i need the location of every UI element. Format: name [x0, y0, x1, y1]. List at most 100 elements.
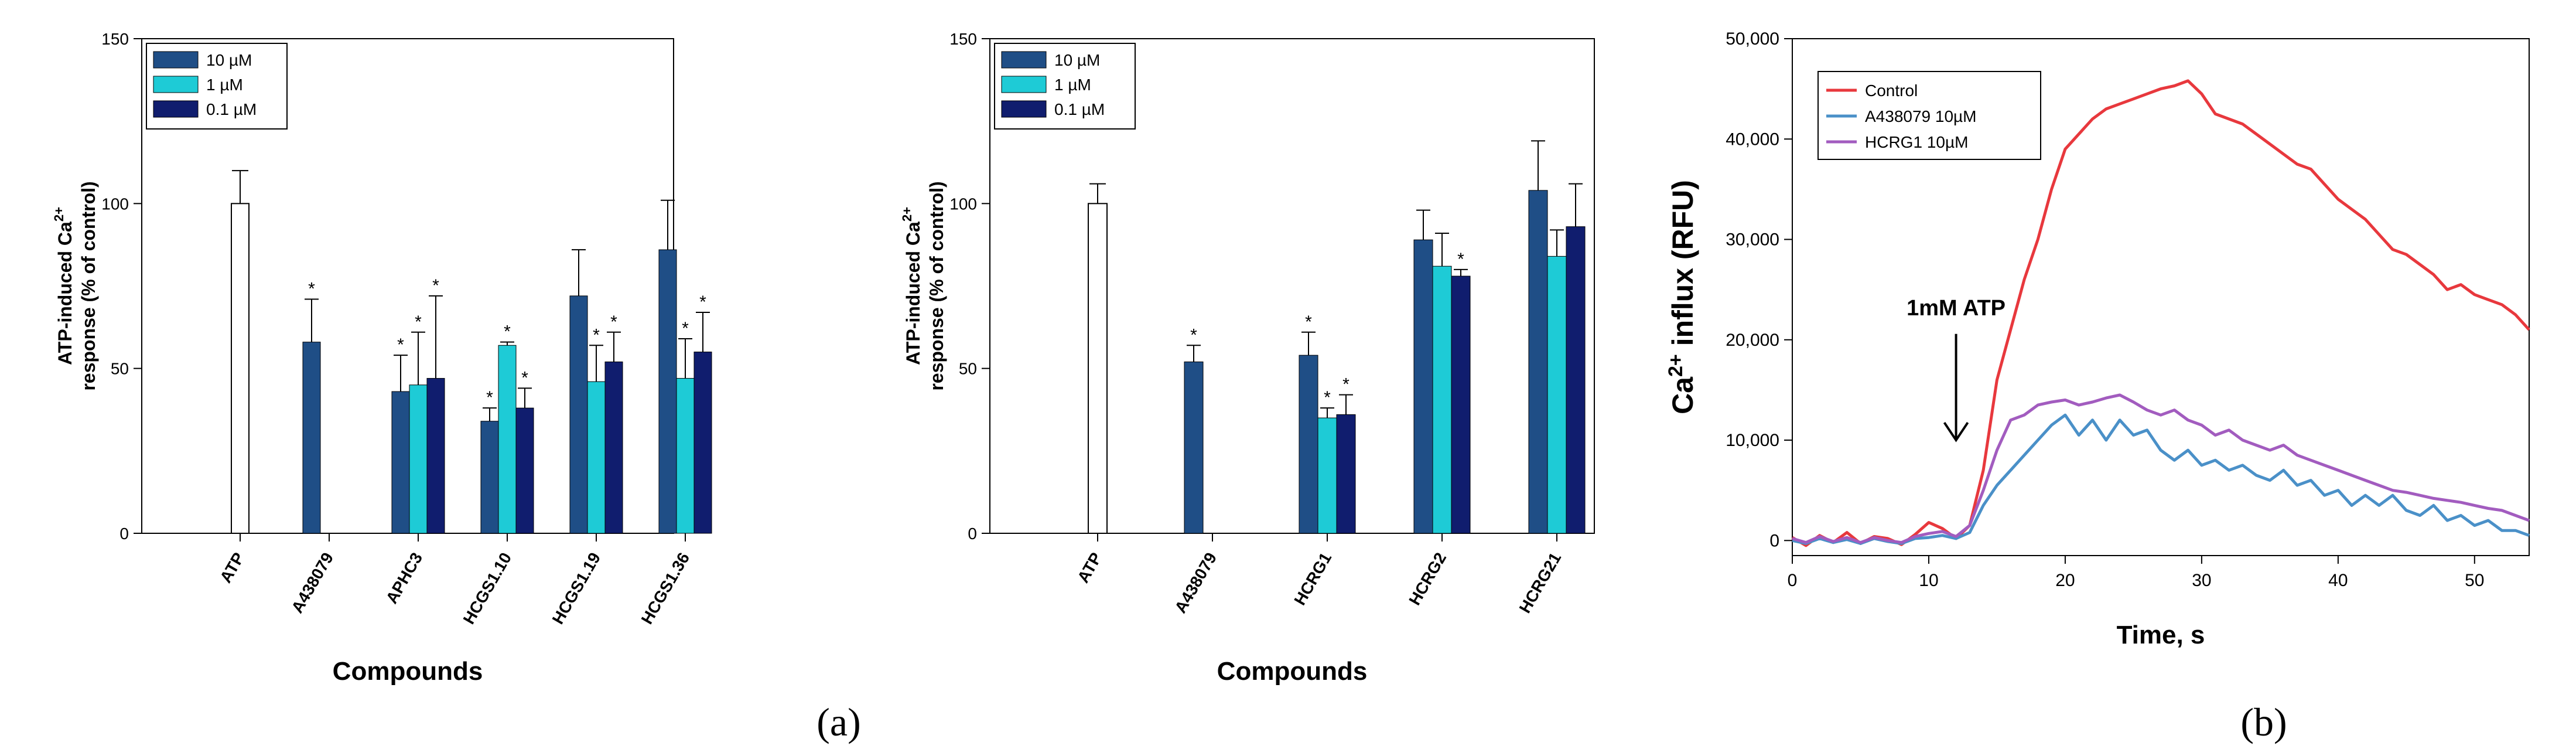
plot-frame [989, 38, 1595, 534]
bar [1528, 190, 1548, 534]
significance-star: * [1190, 325, 1197, 345]
bar [1451, 275, 1471, 534]
bar [515, 407, 534, 534]
legend-label: 0.1 µM [206, 100, 257, 118]
x-tick-label: 40 [2328, 571, 2348, 590]
y-axis-label-line1: ATP-induced Ca [903, 222, 924, 365]
bar [426, 378, 445, 534]
legend-swatch [153, 51, 199, 69]
series-line [1791, 79, 2530, 547]
legend-swatch [153, 100, 199, 118]
panel-label-a: (a) [816, 700, 860, 744]
bar [480, 421, 499, 534]
bar [604, 361, 623, 534]
x-tick-label: A438079 [288, 550, 337, 617]
legend-label: A438079 10µM [1865, 107, 1977, 125]
significance-star: * [504, 322, 511, 342]
y-axis-label: Ca2+ influx (RFU) [1665, 180, 1699, 414]
bar [1184, 361, 1204, 534]
bar [658, 249, 677, 534]
y-tick-label: 100 [949, 195, 977, 213]
y-axis-label-main: Ca [1666, 376, 1699, 414]
y-tick-label: 50 [111, 360, 129, 378]
legend-swatch [1001, 51, 1047, 69]
bar-chart-a-left: 0 50 100 150 ATP-induced Ca2+ response (% of … [52, 30, 712, 686]
legend-label: 10 µM [206, 51, 252, 69]
legend-label: 1 µM [1054, 76, 1091, 94]
significance-star: * [610, 312, 617, 332]
significance-star: * [1305, 312, 1312, 332]
bar [1299, 355, 1318, 534]
legend-swatch [1001, 76, 1047, 93]
legend-label: 1 µM [206, 76, 243, 94]
y-axis-label-line2: response (% of control) [926, 181, 947, 390]
y-tick-label: 20,000 [1726, 331, 1779, 350]
legend-label: 0.1 µM [1054, 100, 1105, 118]
legend-label: Control [1865, 81, 1918, 100]
bar [587, 381, 606, 534]
x-tick-label: HCGS1.36 [638, 550, 693, 628]
y-axis-label-rest: influx (RFU) [1666, 180, 1699, 354]
y-tick-label: 150 [101, 30, 129, 48]
significance-star: * [486, 388, 493, 407]
y-tick-label: 10,000 [1726, 431, 1779, 450]
significance-star: * [1342, 375, 1350, 394]
y-axis-label-line1: ATP-induced Ca [54, 222, 76, 365]
line-chart-b: 0 10,000 20,000 30,000 40,000 50,000 0 10 20 30 40… [1665, 29, 2530, 649]
y-axis-label: ATP-induced Ca2+ response (% of control) [52, 181, 99, 390]
significance-star: * [682, 319, 689, 338]
series-line [1792, 393, 2530, 544]
legend-swatch [153, 76, 199, 93]
x-tick-label: APHC3 [382, 550, 426, 607]
y-axis-label-superscript: 2+ [900, 207, 914, 222]
bar [409, 384, 428, 534]
bar [1566, 226, 1586, 534]
bar [391, 391, 410, 534]
y-axis-label-superscript: 2+ [52, 207, 66, 222]
y-axis-label: ATP-induced Ca2+ response (% of control) [900, 181, 947, 390]
x-tick-label: 10 [1919, 571, 1938, 590]
bar [1336, 414, 1356, 534]
bar-control [1088, 203, 1108, 534]
y-axis-label-superscript: 2+ [1665, 354, 1687, 377]
x-tick-label: 50 [2465, 571, 2484, 590]
significance-star: * [1457, 250, 1464, 269]
legend-label: HCRG1 10µM [1865, 133, 1968, 151]
bar [1432, 265, 1452, 534]
x-tick-label: A438079 [1171, 550, 1221, 617]
significance-star: * [521, 368, 528, 387]
significance-star: * [308, 280, 315, 299]
y-tick-label: 40,000 [1726, 130, 1779, 149]
y-tick-label: 150 [949, 30, 977, 48]
x-tick-label: HCGS1.10 [460, 550, 515, 628]
y-tick-label: 0 [1769, 531, 1779, 550]
bar [302, 342, 321, 534]
x-tick-label: 20 [2055, 571, 2075, 590]
y-axis-label-line2: response (% of control) [78, 181, 99, 390]
significance-star: * [432, 276, 439, 295]
x-tick-label: HCRG21 [1516, 550, 1565, 617]
bar [569, 295, 588, 534]
x-axis-label: Time, s [2117, 621, 2205, 649]
significance-star: * [397, 335, 404, 355]
bar-chart-a-right: 0 50 100 150 ATP-induced Ca2+ response (% of … [900, 30, 1595, 686]
x-tick-label: HCRG1 [1290, 550, 1335, 608]
legend-swatch [1001, 100, 1047, 118]
annotation-label: 1mM ATP [1907, 296, 2006, 321]
bar [1317, 417, 1337, 534]
y-tick-label: 100 [101, 195, 129, 213]
x-tick-label: 0 [1788, 571, 1798, 590]
x-axis-label: Compounds [333, 657, 483, 686]
bar [693, 352, 712, 534]
bar [498, 345, 517, 534]
plot-frame [1792, 38, 2530, 556]
significance-star: * [699, 292, 706, 312]
panel-label-b: (b) [2240, 700, 2287, 744]
y-tick-label: 50 [959, 360, 977, 378]
annotation-arrow-head [1943, 421, 1969, 442]
y-tick-label: 50,000 [1726, 29, 1779, 49]
x-tick-label: ATP [1074, 550, 1105, 586]
series-line [1792, 413, 2530, 545]
significance-star: * [1324, 388, 1331, 407]
